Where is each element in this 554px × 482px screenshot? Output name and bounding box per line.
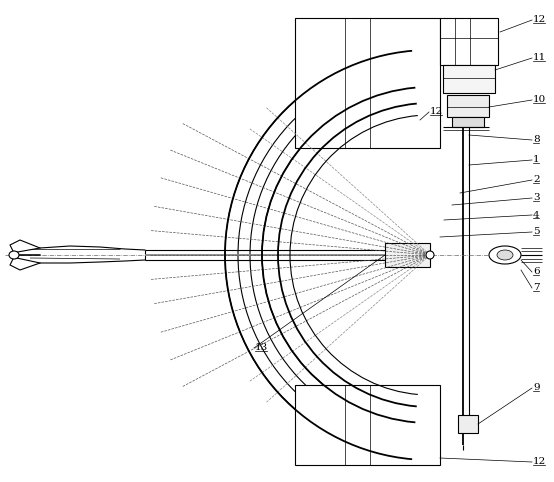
Bar (452, 117, 484, 127)
Bar (295, 18, 440, 148)
Text: 3: 3 (533, 193, 540, 202)
Ellipse shape (497, 250, 513, 260)
Text: 11: 11 (533, 54, 546, 63)
Text: 2: 2 (533, 175, 540, 185)
Text: 1: 1 (533, 156, 540, 164)
Bar (443, 65, 495, 93)
Bar (295, 385, 440, 465)
Ellipse shape (489, 246, 521, 264)
Ellipse shape (9, 251, 19, 259)
Text: 8: 8 (533, 135, 540, 145)
Text: 6: 6 (533, 268, 540, 277)
Text: 12: 12 (533, 457, 546, 467)
Text: 12: 12 (533, 15, 546, 25)
Text: 10: 10 (533, 95, 546, 105)
Bar (385, 243, 430, 267)
Circle shape (426, 251, 434, 259)
Text: 7: 7 (533, 283, 540, 293)
Bar (447, 95, 489, 117)
Text: 12: 12 (430, 107, 443, 117)
Bar (440, 18, 498, 65)
Text: 4: 4 (533, 211, 540, 219)
Text: 9: 9 (533, 384, 540, 392)
Bar (458, 415, 478, 433)
Text: 5: 5 (533, 228, 540, 237)
Text: 13: 13 (255, 344, 268, 352)
